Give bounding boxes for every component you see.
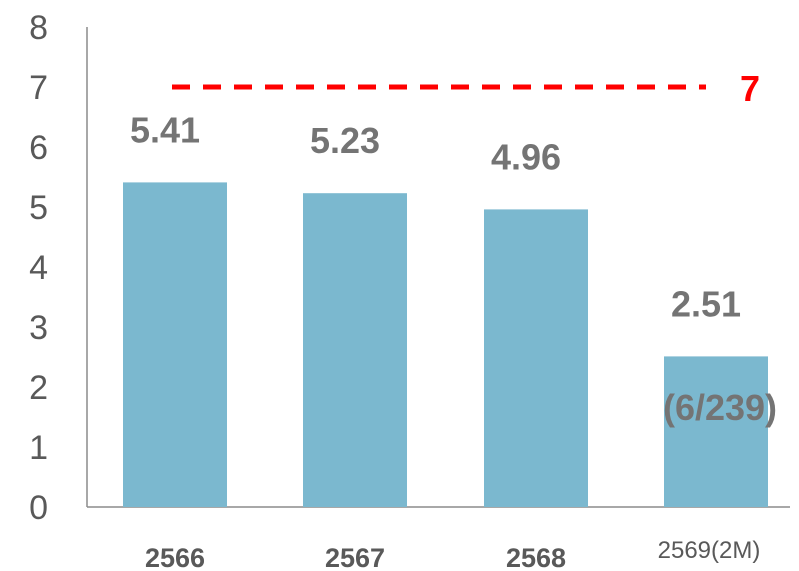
y-tick-label: 1 (29, 429, 48, 467)
data-label: 5.41 (130, 109, 200, 150)
data-label-count: (6/239) (663, 387, 777, 428)
bars (123, 182, 768, 507)
bar (303, 193, 407, 507)
y-axis-ticks: 0 1 2 3 4 5 6 7 8 (29, 9, 48, 527)
data-label: 5.23 (310, 120, 380, 161)
y-tick-label: 4 (29, 249, 48, 287)
y-tick-label: 3 (29, 309, 48, 347)
bar (664, 356, 768, 507)
y-tick-label: 8 (29, 9, 48, 47)
bar (484, 209, 588, 507)
x-tick-label: 2566 (145, 543, 205, 571)
y-tick-label: 5 (29, 189, 48, 227)
data-label: 4.96 (491, 136, 561, 177)
x-tick-label: 2567 (325, 543, 385, 571)
data-labels: 5.41 5.23 4.96 2.51 (6/239) (130, 109, 777, 428)
target-line-group: 7 (172, 68, 760, 109)
x-tick-label: 2568 (506, 543, 566, 571)
y-tick-label: 6 (29, 129, 48, 167)
y-tick-label: 0 (29, 489, 48, 527)
bar (123, 182, 227, 507)
y-tick-label: 2 (29, 369, 48, 407)
x-axis-ticks: 2566 2567 2568 2569(2M) (145, 537, 760, 571)
x-tick-label: 2569(2M) (658, 537, 761, 564)
y-tick-label: 7 (29, 69, 48, 107)
target-label: 7 (740, 68, 760, 109)
data-label: 2.51 (671, 283, 741, 324)
